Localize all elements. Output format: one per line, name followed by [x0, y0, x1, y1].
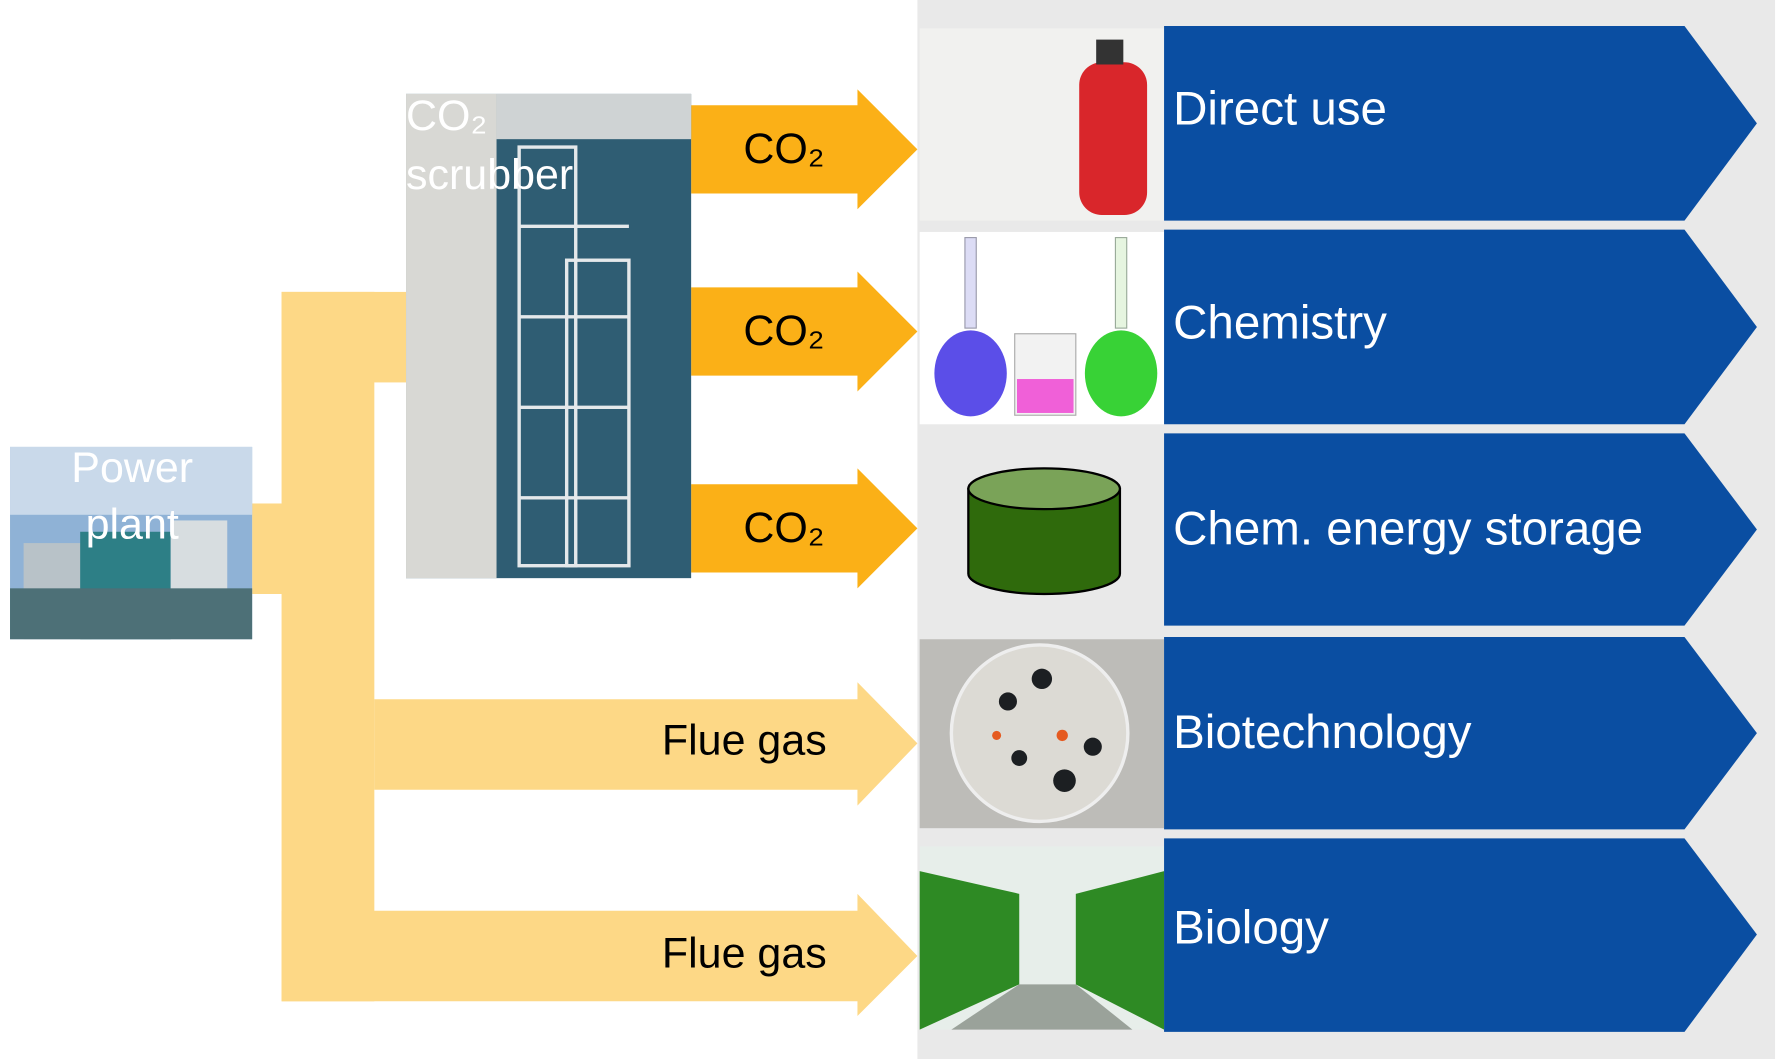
diagram: Power plant CO₂ scrubber CO₂ CO₂ CO₂ Flu…: [0, 0, 1776, 1059]
flasks-image: [920, 232, 1164, 424]
arrow-label: CO₂: [743, 504, 824, 552]
target-label: Biotechnology: [1173, 706, 1472, 759]
arrow-label: Flue gas: [662, 929, 827, 977]
arrow-label: CO₂: [743, 307, 824, 355]
extinguisher-image: [920, 28, 1164, 220]
target-label: Chemistry: [1173, 296, 1387, 349]
greenhouse-image: [920, 846, 1164, 1029]
scrubber-label: scrubber: [406, 151, 573, 199]
storage-image: [968, 468, 1120, 594]
target-label: Direct use: [1173, 83, 1387, 136]
target-label: Chem. energy storage: [1173, 502, 1643, 555]
source-label: plant: [86, 501, 179, 549]
petri-dish-image: [920, 639, 1164, 828]
source-label: Power: [71, 444, 193, 492]
scrubber-label: CO₂: [406, 92, 487, 140]
arrow-label: CO₂: [743, 125, 824, 173]
target-label: Biology: [1173, 902, 1329, 955]
arrow-label: Flue gas: [662, 717, 827, 765]
